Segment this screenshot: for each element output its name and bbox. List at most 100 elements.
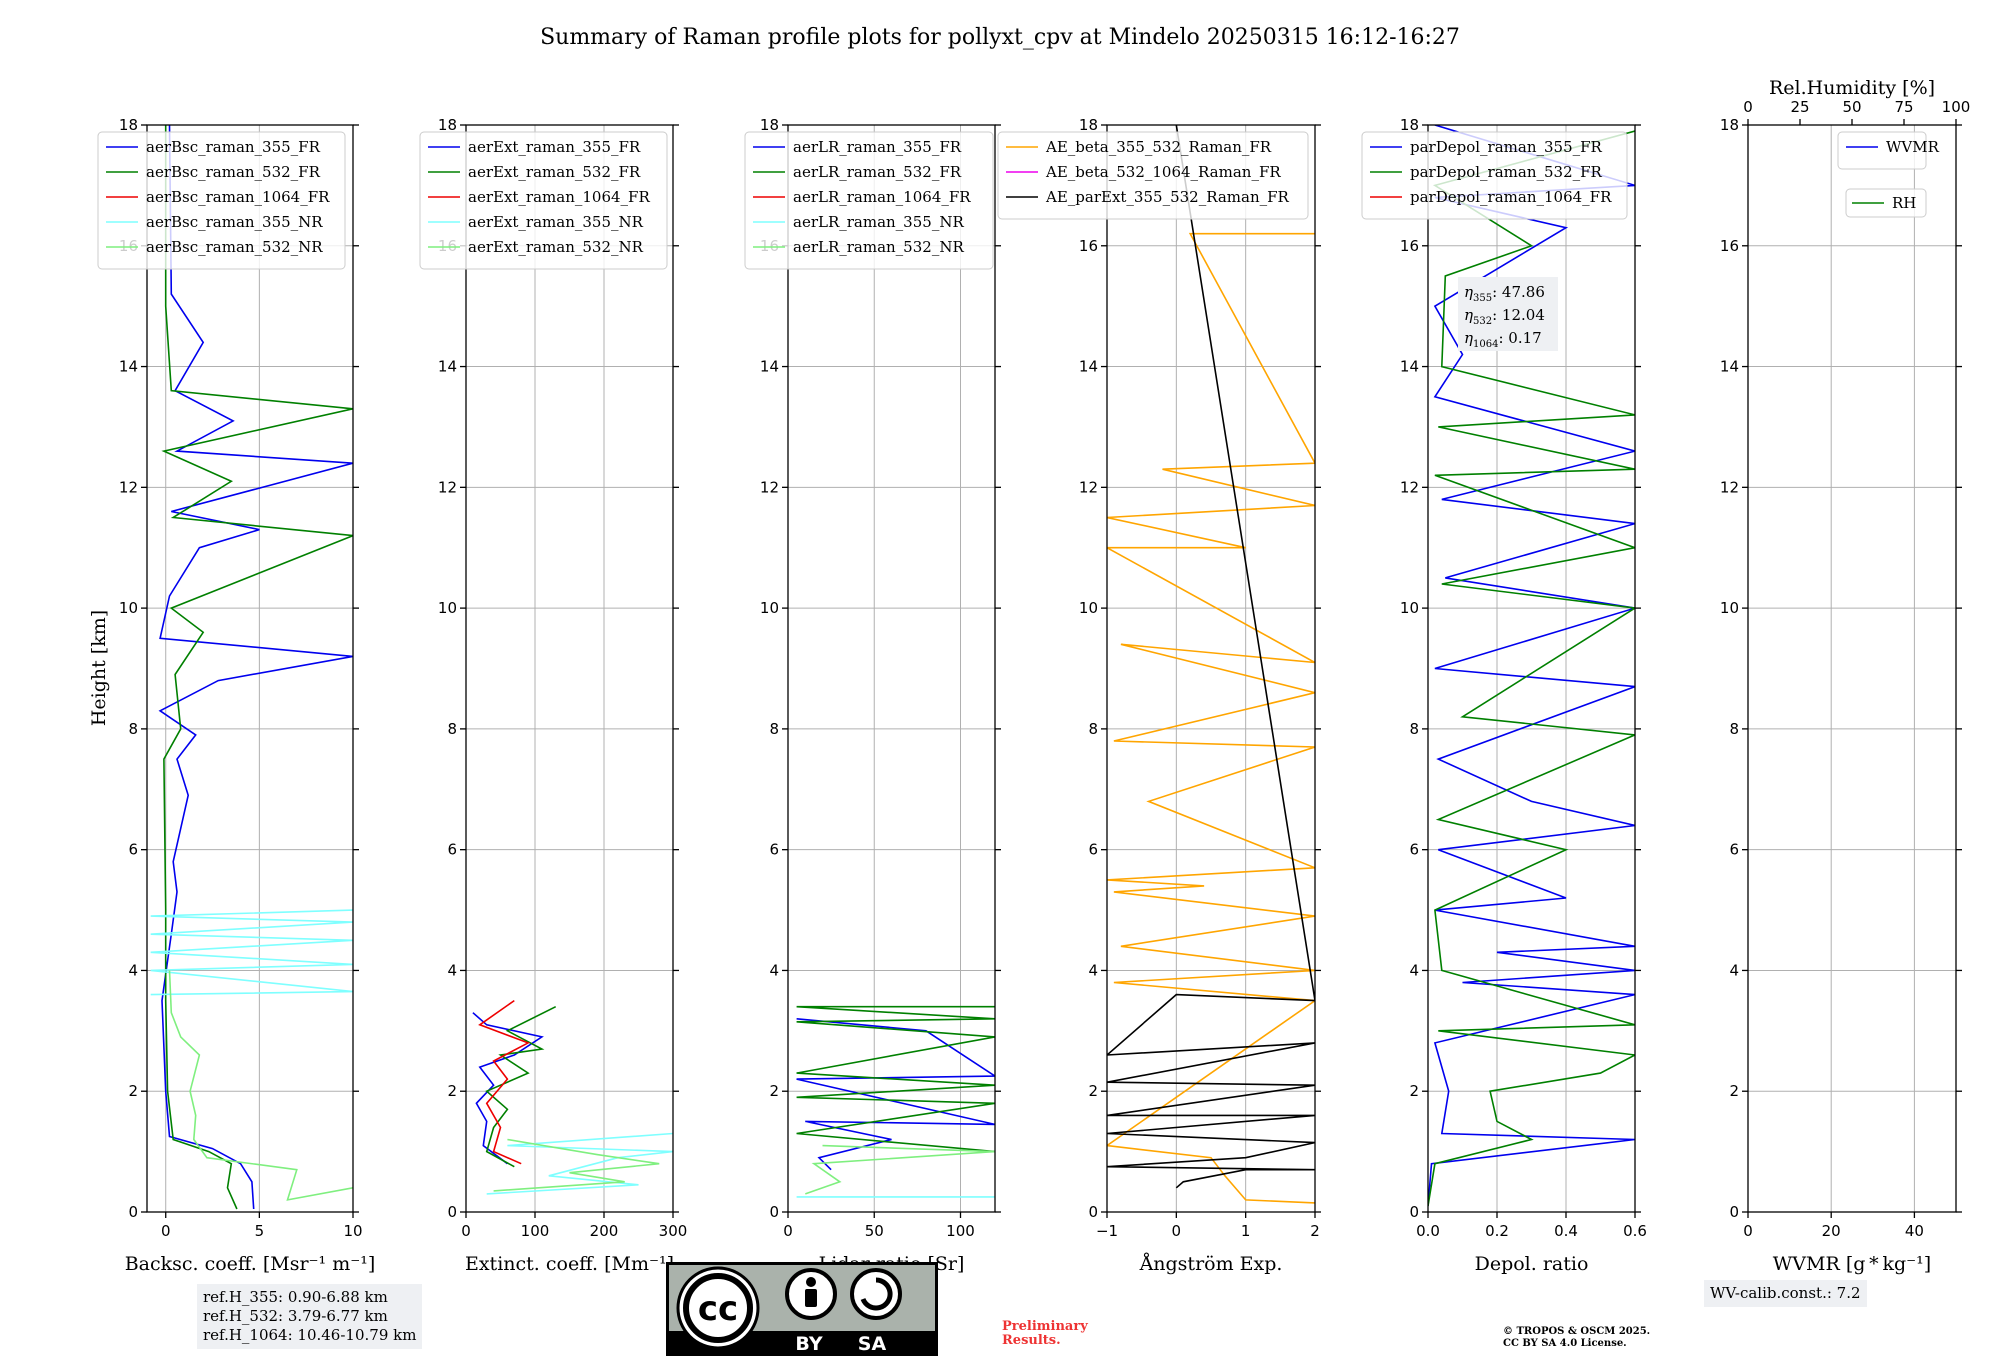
by-label: BY	[795, 1333, 822, 1355]
legend-label: aerLR_raman_532_NR	[793, 238, 964, 256]
legend-label: aerLR_raman_355_NR	[793, 213, 964, 231]
y-tick-label: 14	[1720, 358, 1739, 376]
legend-backscatter: aerBsc_raman_355_FR aerBsc_raman_532_FRae…	[97, 131, 346, 270]
y-tick-label: 0	[769, 1203, 779, 1221]
axes-frame	[465, 124, 674, 1213]
x2-tick-label: 25	[1790, 98, 1809, 116]
legend-box	[1837, 131, 1927, 170]
y-tick-label: 10	[438, 599, 457, 617]
legend2-box	[1845, 188, 1927, 218]
x2-tick-label: 50	[1842, 98, 1861, 116]
x-axis-label: Depol. ratio	[1475, 1253, 1589, 1275]
x-tick-label: 5	[255, 1222, 265, 1240]
legend-wvmr: WVMR RH	[1837, 131, 1940, 218]
legend-extinction: aerExt_raman_355_FR aerExt_raman_532_FRae…	[419, 131, 668, 270]
y-tick-label: 16	[1400, 237, 1419, 255]
cc-by-sa-license-logo: cc BY SA	[666, 1262, 938, 1356]
x-tick-label: 0.2	[1485, 1222, 1509, 1240]
y-tick-label: 0	[447, 1203, 457, 1221]
copyright-note: © TROPOS & OSCM 2025. CC BY SA 4.0 Licen…	[1503, 1326, 1651, 1349]
legend-label: aerBsc_raman_532_FR	[146, 163, 321, 181]
legend-box	[419, 131, 668, 270]
preliminary-results-note: Preliminary Results.	[1002, 1319, 1088, 1348]
series-group	[1428, 125, 1635, 1207]
x-tick-label: 2	[1310, 1222, 1320, 1240]
series-group	[472, 999, 673, 1195]
y-tick-label: 6	[1729, 841, 1739, 859]
axes-frame	[1747, 124, 1957, 1213]
y-tick-label: 6	[128, 841, 138, 859]
y-tick-label: 14	[760, 358, 779, 376]
person-icon	[806, 1277, 816, 1287]
y-tick-label: 14	[438, 358, 457, 376]
legend-angstrom: AE_beta_355_532_Raman_FR AE_beta_532_1064…	[997, 131, 1309, 220]
legend-lidarratio: aerLR_raman_355_FR aerLR_raman_532_FR aerL…	[744, 131, 994, 270]
y-axis-label: Height [km]	[88, 610, 110, 726]
legend-label: aerLR_raman_532_FR	[793, 163, 962, 181]
x-tick-label: 100	[521, 1222, 550, 1240]
series-aerBsc_raman_532_FR	[161, 125, 353, 1210]
y-tick-label: 14	[1400, 358, 1419, 376]
y-tick-label: 8	[128, 720, 138, 738]
y-tick-label: 10	[1400, 599, 1419, 617]
x-tick-label: 0.0	[1416, 1222, 1440, 1240]
series-aerBsc_raman_355_NR	[150, 909, 353, 996]
y-tick-label: 18	[119, 116, 138, 134]
legend-depol: parDepol_raman_355_FR parDepol_raman_532_…	[1361, 131, 1628, 220]
y-tick-label: 4	[1409, 961, 1419, 979]
y-tick-label: 10	[760, 599, 779, 617]
legend-label: aerLR_raman_1064_FR	[793, 188, 971, 206]
y-tick-label: 12	[119, 478, 138, 496]
x2-axis-label: Rel.Humidity [%]	[1769, 77, 1935, 99]
y-tick-label: 14	[1079, 358, 1098, 376]
x-tick-label: 40	[1905, 1222, 1924, 1240]
legend-label: aerBsc_raman_355_FR	[146, 138, 321, 156]
x-tick-label: 50	[865, 1222, 884, 1240]
y-tick-label: 2	[1729, 1082, 1739, 1100]
series-aerExt_raman_532_NR	[493, 1138, 660, 1192]
y-tick-label: 6	[769, 841, 779, 859]
y-tick-label: 4	[1729, 961, 1739, 979]
y-tick-label: 0	[1729, 1203, 1739, 1221]
legend-label: AE_parExt_355_532_Raman_FR	[1045, 188, 1290, 206]
y-tick-label: 18	[1400, 116, 1419, 134]
x-axis-label: Extinct. coeff. [Mm⁻¹]	[465, 1253, 674, 1275]
y-tick-label: 12	[1400, 478, 1419, 496]
axes-frame	[1427, 124, 1636, 1213]
axes-frame	[146, 124, 354, 1213]
legend-label: aerBsc_raman_1064_FR	[146, 188, 330, 206]
y-tick-label: 10	[1079, 599, 1098, 617]
y-tick-label: 0	[1409, 1203, 1419, 1221]
y-tick-label: 12	[760, 478, 779, 496]
y-tick-label: 8	[1088, 720, 1098, 738]
x-tick-label: 0.6	[1623, 1222, 1647, 1240]
y-tick-label: 12	[438, 478, 457, 496]
series-group	[1107, 125, 1315, 1204]
eta-1064: η1064: 0.17	[1464, 329, 1542, 350]
legend-label: aerExt_raman_355_NR	[468, 213, 644, 231]
y-tick-label: 6	[447, 841, 457, 859]
y-tick-label: 2	[447, 1082, 457, 1100]
legend-label: aerLR_raman_355_FR	[793, 138, 962, 156]
x2-tick-label: 75	[1894, 98, 1913, 116]
y-tick-label: 6	[1409, 841, 1419, 859]
legend-label: parDepol_raman_355_FR	[1410, 138, 1603, 156]
sa-label: SA	[858, 1333, 887, 1355]
ref-height-532: ref.H_532: 3.79-6.77 km	[203, 1307, 388, 1325]
series-aerExt_raman_355_FR	[472, 1012, 544, 1165]
panel-lidarratio: 024681012141618050100Lidar ratio [Sr]aer…	[744, 116, 1001, 1275]
series-parDepol_raman_532_FR	[1428, 130, 1635, 1207]
x-tick-label: −1	[1096, 1222, 1118, 1240]
y-tick-label: 16	[1079, 237, 1098, 255]
series-group	[150, 125, 353, 1210]
x-tick-label: 1	[1241, 1222, 1251, 1240]
panel-extinction: 0246810121416180100200300Extinct. coeff.…	[419, 116, 687, 1275]
wv-calibration-box: WV-calib.const.: 7.2	[1704, 1280, 1867, 1307]
y-tick-label: 10	[1720, 599, 1739, 617]
eta-box	[1458, 277, 1558, 351]
legend-label: AE_beta_355_532_Raman_FR	[1045, 138, 1272, 156]
y-tick-label: 4	[447, 961, 457, 979]
